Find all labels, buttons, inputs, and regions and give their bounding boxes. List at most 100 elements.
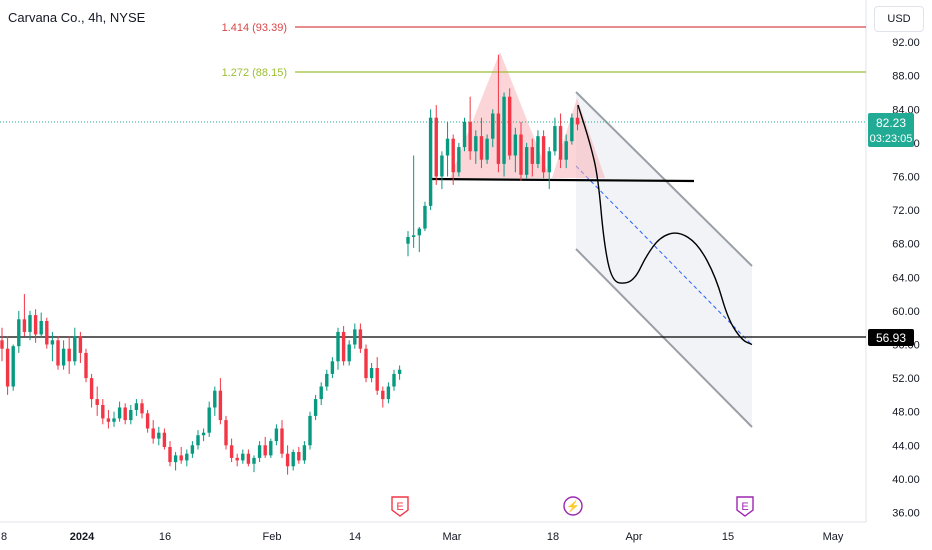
candle-body [61,348,66,366]
x-tick-label: 18 [547,531,559,543]
candle-body [269,441,273,456]
x-tick-label: 2024 [70,531,95,543]
candle-body [241,453,245,461]
candle-body [474,136,478,152]
y-tick-label: 40.00 [892,474,920,486]
projection-channel-fill [576,92,752,427]
candle-body [451,138,455,173]
candle-body [417,228,421,236]
candle-body [411,235,416,237]
x-tick-label: Apr [625,531,642,543]
event-glyph: E [741,501,748,513]
candle-body [140,403,144,414]
candle-body [491,113,495,139]
projection-path [577,104,753,346]
event-marker-bg [563,496,583,516]
candle-body [162,432,167,447]
candle-body [84,352,88,379]
x-tick-label: 16 [159,531,171,543]
candle-body [235,457,239,461]
candle-body [196,435,200,446]
candle-body [397,369,402,374]
candle-body [479,136,484,160]
x-tick-label: May [823,531,844,543]
candle-body [11,346,15,387]
candle-body [201,432,206,436]
candle-body [558,126,563,160]
candle-body [381,390,385,400]
candle-body [291,452,295,467]
candle-body [358,329,363,349]
candle-body [508,96,512,156]
candle-body [353,329,357,345]
candle-body [106,418,111,422]
candle-body [297,452,301,461]
support-price-value: 56.93 [876,331,906,345]
candle-body [17,319,21,347]
x-tick-label: Mar [443,531,462,543]
candle-body [246,453,251,464]
candle-body [73,336,77,362]
candle-body [428,117,433,206]
x-tick-label: 15 [722,531,734,543]
fib-level-label: 1.272 (88.15) [222,67,287,79]
event-glyph: ⚡ [566,500,580,513]
earnings-future-icon[interactable]: E [736,496,754,517]
candle-body [530,147,534,164]
candle-body [78,336,83,353]
x-tick-label: 8 [1,531,7,543]
support-price-tag: 56.93 [868,329,914,346]
candle-body [229,445,234,458]
candle-body [406,236,410,244]
candle-body [575,117,580,125]
candle-body [285,453,290,467]
candle-body [39,320,43,335]
candle-body [553,126,557,152]
candle-body [313,399,318,416]
candle-body [56,340,60,366]
candle-body [325,373,329,387]
candle-body [263,445,267,456]
y-tick-label: 60.00 [892,306,920,318]
candle-body [179,455,183,461]
y-tick-label: 48.00 [892,407,920,419]
currency-button[interactable]: USD [874,6,924,32]
candle-body [95,399,99,405]
last-price-tag: 82.23 03:23:05 [868,113,914,147]
candle-body [173,455,178,463]
candle-body [22,319,27,332]
candle-body [319,386,323,400]
split-icon[interactable]: ⚡ [563,496,583,516]
candle-body [308,415,312,446]
candle-body [445,138,450,156]
candle-body [502,96,506,164]
event-marker-bg [391,496,409,517]
candle-body [564,141,568,160]
event-glyph: E [396,501,403,513]
candle-body [129,410,133,421]
candle-body [513,134,518,156]
earnings-icon[interactable]: E [391,496,409,517]
candle-body [496,113,501,164]
candle-body [330,361,335,374]
y-tick-label: 36.00 [892,508,920,520]
candle-body [541,136,546,173]
channel-upper-line [575,91,753,267]
candle-body [112,418,116,422]
y-tick-label: 64.00 [892,272,920,284]
neckline [429,177,695,183]
y-tick-label: 92.00 [892,37,920,49]
candle-body [485,138,489,160]
candle-body [117,407,122,419]
candle-body [151,428,155,439]
last-price-tag-bg [868,113,914,147]
candle-body [423,205,427,229]
event-marker-bg [736,496,754,517]
candle-body [101,404,105,419]
candle-body [5,348,10,387]
candle-body [257,445,262,458]
candle-body [0,340,4,349]
countdown-timer: 03:23:05 [870,133,913,145]
